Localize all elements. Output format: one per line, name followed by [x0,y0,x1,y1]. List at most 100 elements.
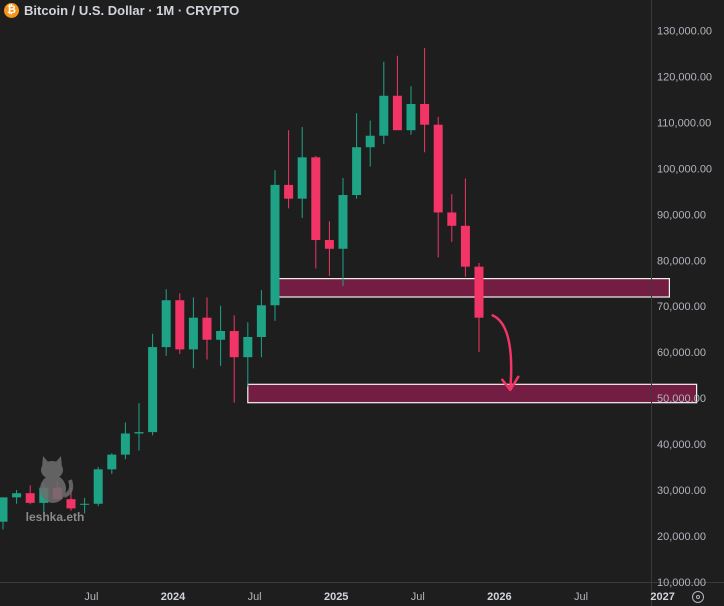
candle-down [324,221,334,276]
candle-down [175,293,185,354]
price-tick-label: 10,000.00 [657,577,706,589]
arrow-shaft [491,314,513,392]
candle-down [447,194,457,242]
time-tick-label: Jul [574,591,588,603]
candle-up [352,113,362,199]
candle-up [216,305,226,366]
price-tick-label: 30,000.00 [657,485,706,497]
candle-body [25,493,35,503]
candle-up [297,126,307,218]
candle-down [202,297,212,360]
candle-body [406,104,416,131]
candle-down [284,130,294,209]
candle-body [175,300,185,350]
arrow-head [501,375,520,392]
candle-body [474,266,484,318]
candle-up [256,290,266,358]
candle-body [80,503,90,505]
candle-down [474,263,484,353]
time-tick-label: 2025 [324,591,348,603]
candle-body [120,433,130,455]
candle-up [107,453,117,474]
price-zones [247,278,698,404]
candle-body [311,157,321,241]
candle-body [256,305,266,337]
candle-body [392,95,402,131]
candle-body [188,317,198,350]
candle-body [284,184,294,199]
candle-up [379,61,389,144]
candle-up [365,120,375,167]
candle-down [433,116,443,258]
candle-body [365,135,375,148]
candle-down [311,155,321,269]
candle-body [202,317,212,340]
time-tick-label: 2027 [650,591,674,603]
lower-zone [247,383,698,404]
cat-icon [40,456,74,503]
candle-up [80,497,90,514]
candle-body [229,331,239,358]
watermark-text: leshka.eth [26,510,85,524]
candle-up [270,170,280,321]
candle-up [406,86,416,135]
candle-body [420,104,430,125]
candle-up [0,497,8,530]
candle-body [12,493,22,498]
candle-body [297,157,307,199]
candle-up [12,490,22,504]
candle-body [93,469,103,504]
price-tick-label: 40,000.00 [657,439,706,451]
price-axis[interactable]: 130,000.00 120,000.00 110,000.00 100,000.00… [657,26,712,589]
time-tick-label: 2026 [487,591,511,603]
settings-gear-icon[interactable] [692,591,704,603]
candle-body [66,499,76,509]
candle-body [379,95,389,136]
candle-down [392,55,402,131]
candle-body [433,124,443,213]
candle-body [134,432,144,434]
candle-body [216,331,226,340]
bitcoin-icon: ₿ [4,2,19,18]
price-tick-label: 80,000.00 [657,255,706,267]
price-tick-label: 120,000.00 [657,71,712,83]
candle-up [93,467,103,507]
candle-body [447,212,457,226]
time-tick-label: Jul [84,591,98,603]
candle-up [188,297,198,369]
time-axis[interactable]: Jul 2024 Jul 2025 Jul 2026 Jul 2027 [84,591,674,603]
candle-down [460,178,470,277]
price-tick-label: 90,000.00 [657,209,706,221]
candle-up [120,422,130,460]
candle-body [0,497,8,522]
candle-body [270,184,280,306]
price-tick-label: 60,000.00 [657,347,706,359]
candle-body [107,454,117,470]
candle-up [134,403,144,451]
candle-body [324,240,334,249]
symbol-title: Bitcoin / U.S. Dollar · 1M · CRYPTO [24,2,240,18]
price-tick-label: 130,000.00 [657,26,712,38]
candle-body [243,336,253,358]
candle-down [25,485,35,505]
time-tick-label: 2024 [161,591,186,603]
time-tick-label: Jul [411,591,425,603]
time-tick-label: Jul [248,591,262,603]
candle-up [148,333,158,436]
candle-down [229,315,239,403]
projection-arrow [491,314,520,392]
candle-up [161,289,171,356]
price-tick-label: 50,000.00 [657,393,706,405]
symbol-header[interactable]: ₿ Bitcoin / U.S. Dollar · 1M · CRYPTO [4,1,239,19]
candle-up [243,322,253,387]
candle-down [420,47,430,153]
candle-body [148,347,158,433]
candle-body [161,300,171,348]
price-tick-label: 70,000.00 [657,301,706,313]
upper-zone [274,278,670,298]
candle-body [352,147,362,196]
price-tick-label: 100,000.00 [657,163,712,175]
candle-up [338,177,348,286]
